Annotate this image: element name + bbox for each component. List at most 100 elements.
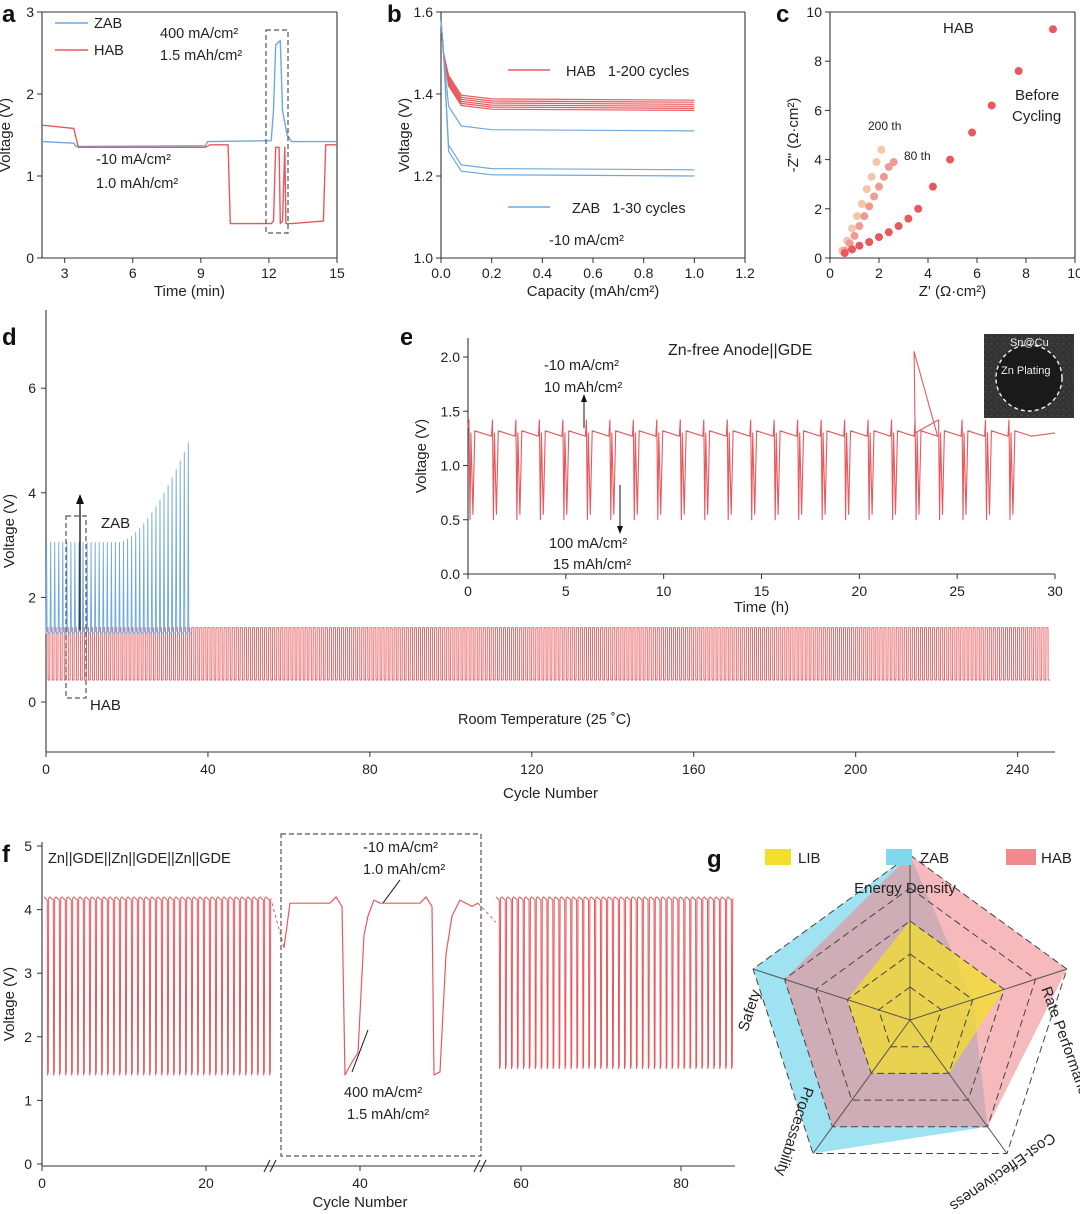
x-tick-label: 1.2	[735, 265, 755, 281]
annotation-current-high: 400 mA/cm²	[160, 26, 238, 42]
axis-break-mark	[269, 1159, 277, 1173]
x-tick-label: 9	[197, 265, 205, 281]
data-point	[862, 185, 871, 194]
data-point	[870, 192, 879, 201]
x-tick-label: 200	[844, 761, 868, 777]
data-point	[877, 145, 886, 154]
connector-line	[477, 902, 497, 923]
data-point	[860, 212, 869, 221]
radar-grid-ring	[846, 953, 974, 1074]
data-point	[968, 128, 977, 137]
y-tick-label: 0.0	[441, 566, 461, 582]
annotation-cell-config: Zn||GDE||Zn||GDE||Zn||GDE	[48, 851, 231, 867]
y-tick-label: 6	[814, 102, 822, 118]
data-point	[840, 249, 849, 258]
annotation-before: Before	[1015, 87, 1059, 104]
series-line-hab	[46, 627, 1050, 681]
x-axis-label: Time (h)	[734, 599, 789, 616]
annotation-room-temp: Room Temperature (25 ˚C)	[458, 712, 631, 728]
x-tick-label: 8	[1022, 265, 1030, 281]
radar-grid-ring	[752, 854, 1068, 1154]
legend-hab-label: HAB	[94, 43, 124, 59]
series-line-hab-cycle	[440, 20, 695, 103]
x-tick-label: 120	[520, 761, 544, 777]
x-tick-label: 15	[754, 583, 770, 599]
panel-f: 0 20 40 60 80 0 1 2 3 4 5 Cycle Number Voltage (V) Z…	[1, 833, 735, 1211]
panel-label-a: a	[2, 1, 16, 28]
data-point	[1048, 25, 1057, 34]
data-point	[904, 214, 913, 223]
annotation-capacity-f-high: 1.5 mAh/cm²	[347, 1107, 429, 1123]
y-axis-label: Voltage (V)	[1, 494, 18, 568]
x-tick-label: 0	[42, 761, 50, 777]
data-point	[884, 228, 893, 237]
y-tick-label: 6	[28, 380, 36, 396]
radar-spoke	[909, 1019, 1008, 1154]
y-tick-label: 10	[806, 4, 822, 20]
x-tick-label: 3	[61, 265, 69, 281]
annotation-capacity-high: 1.5 mAh/cm²	[160, 48, 242, 64]
inset-label-sncu: Sn@Cu	[1010, 337, 1049, 349]
x-tick-label: 6	[129, 265, 137, 281]
highlight-box-d	[65, 515, 87, 699]
x-tick-label: 60	[513, 1175, 529, 1191]
y-axis-label: -Z" (Ω·cm²)	[785, 98, 802, 173]
y-tick-label: 8	[814, 53, 822, 69]
x-axis-label: Cycle Number	[312, 1194, 407, 1211]
y-tick-label: 2	[814, 201, 822, 217]
annotation-200th: 200 th	[868, 119, 901, 133]
series-line-zab-cycle	[440, 20, 695, 171]
panel-e: 0 5 10 15 20 25 30 0.0 0.5 1.0 1.5 2.0 Time (h) Volta…	[412, 332, 1074, 616]
series-line-zab	[45, 442, 193, 635]
panel-label-d: d	[2, 324, 17, 351]
radar-spoke	[752, 968, 911, 1021]
panel-label-f: f	[2, 841, 11, 868]
x-tick-label: 0	[38, 1175, 46, 1191]
axis-break-mark	[263, 1159, 271, 1173]
panel-label-g: g	[707, 846, 722, 873]
y-tick-label: 4	[28, 485, 36, 501]
series-line-hab-cycle	[440, 20, 695, 105]
legend-zab-label: ZAB	[94, 16, 122, 32]
data-point	[914, 204, 923, 213]
y-tick-label: 4	[24, 902, 32, 918]
data-point	[894, 222, 903, 231]
y-tick-label: 0.5	[441, 512, 461, 528]
legend-hab-label-g: HAB	[1041, 850, 1072, 867]
y-tick-label: 1	[24, 1092, 32, 1108]
x-tick-label: 15	[329, 265, 345, 281]
pointer-f-top	[382, 879, 401, 904]
radar-axis-label: Cost-Effectiveness	[947, 1129, 1059, 1214]
x-tick-label: 1.0	[685, 265, 705, 281]
x-tick-label: 5	[562, 583, 570, 599]
x-tick-label: 20	[852, 583, 868, 599]
radar-spoke	[812, 1019, 911, 1154]
annotation-capacity-low: 1.0 mAh/cm²	[96, 176, 178, 192]
x-tick-label: 0.8	[634, 265, 654, 281]
annotation-current-b: -10 mA/cm²	[549, 233, 624, 249]
x-tick-label: 2	[875, 265, 883, 281]
annotation-capacity-e-low: 10 mAh/cm²	[544, 380, 622, 396]
y-tick-label: 1.6	[414, 4, 434, 20]
x-axis-label: Capacity (mAh/cm²)	[527, 283, 660, 300]
y-axis-label: Voltage (V)	[413, 419, 430, 493]
data-point	[867, 172, 876, 181]
x-axis-label: Cycle Number	[503, 785, 598, 802]
y-tick-label: 0	[814, 250, 822, 266]
x-tick-label: 0.0	[431, 265, 451, 281]
data-point	[845, 239, 854, 248]
inset-label-zn-plating: Zn Plating	[1001, 365, 1051, 377]
y-tick-label: 1.4	[414, 86, 434, 102]
radar-grid-ring	[783, 887, 1037, 1128]
annotation-current-f-low: -10 mA/cm²	[363, 840, 438, 856]
annotation-current-f-high: 400 mA/cm²	[344, 1085, 422, 1101]
y-tick-label: 2	[26, 86, 34, 102]
data-point	[855, 222, 864, 231]
zoom-box-f	[280, 833, 482, 1157]
data-point	[875, 233, 883, 242]
series-line-zab	[41, 40, 337, 148]
